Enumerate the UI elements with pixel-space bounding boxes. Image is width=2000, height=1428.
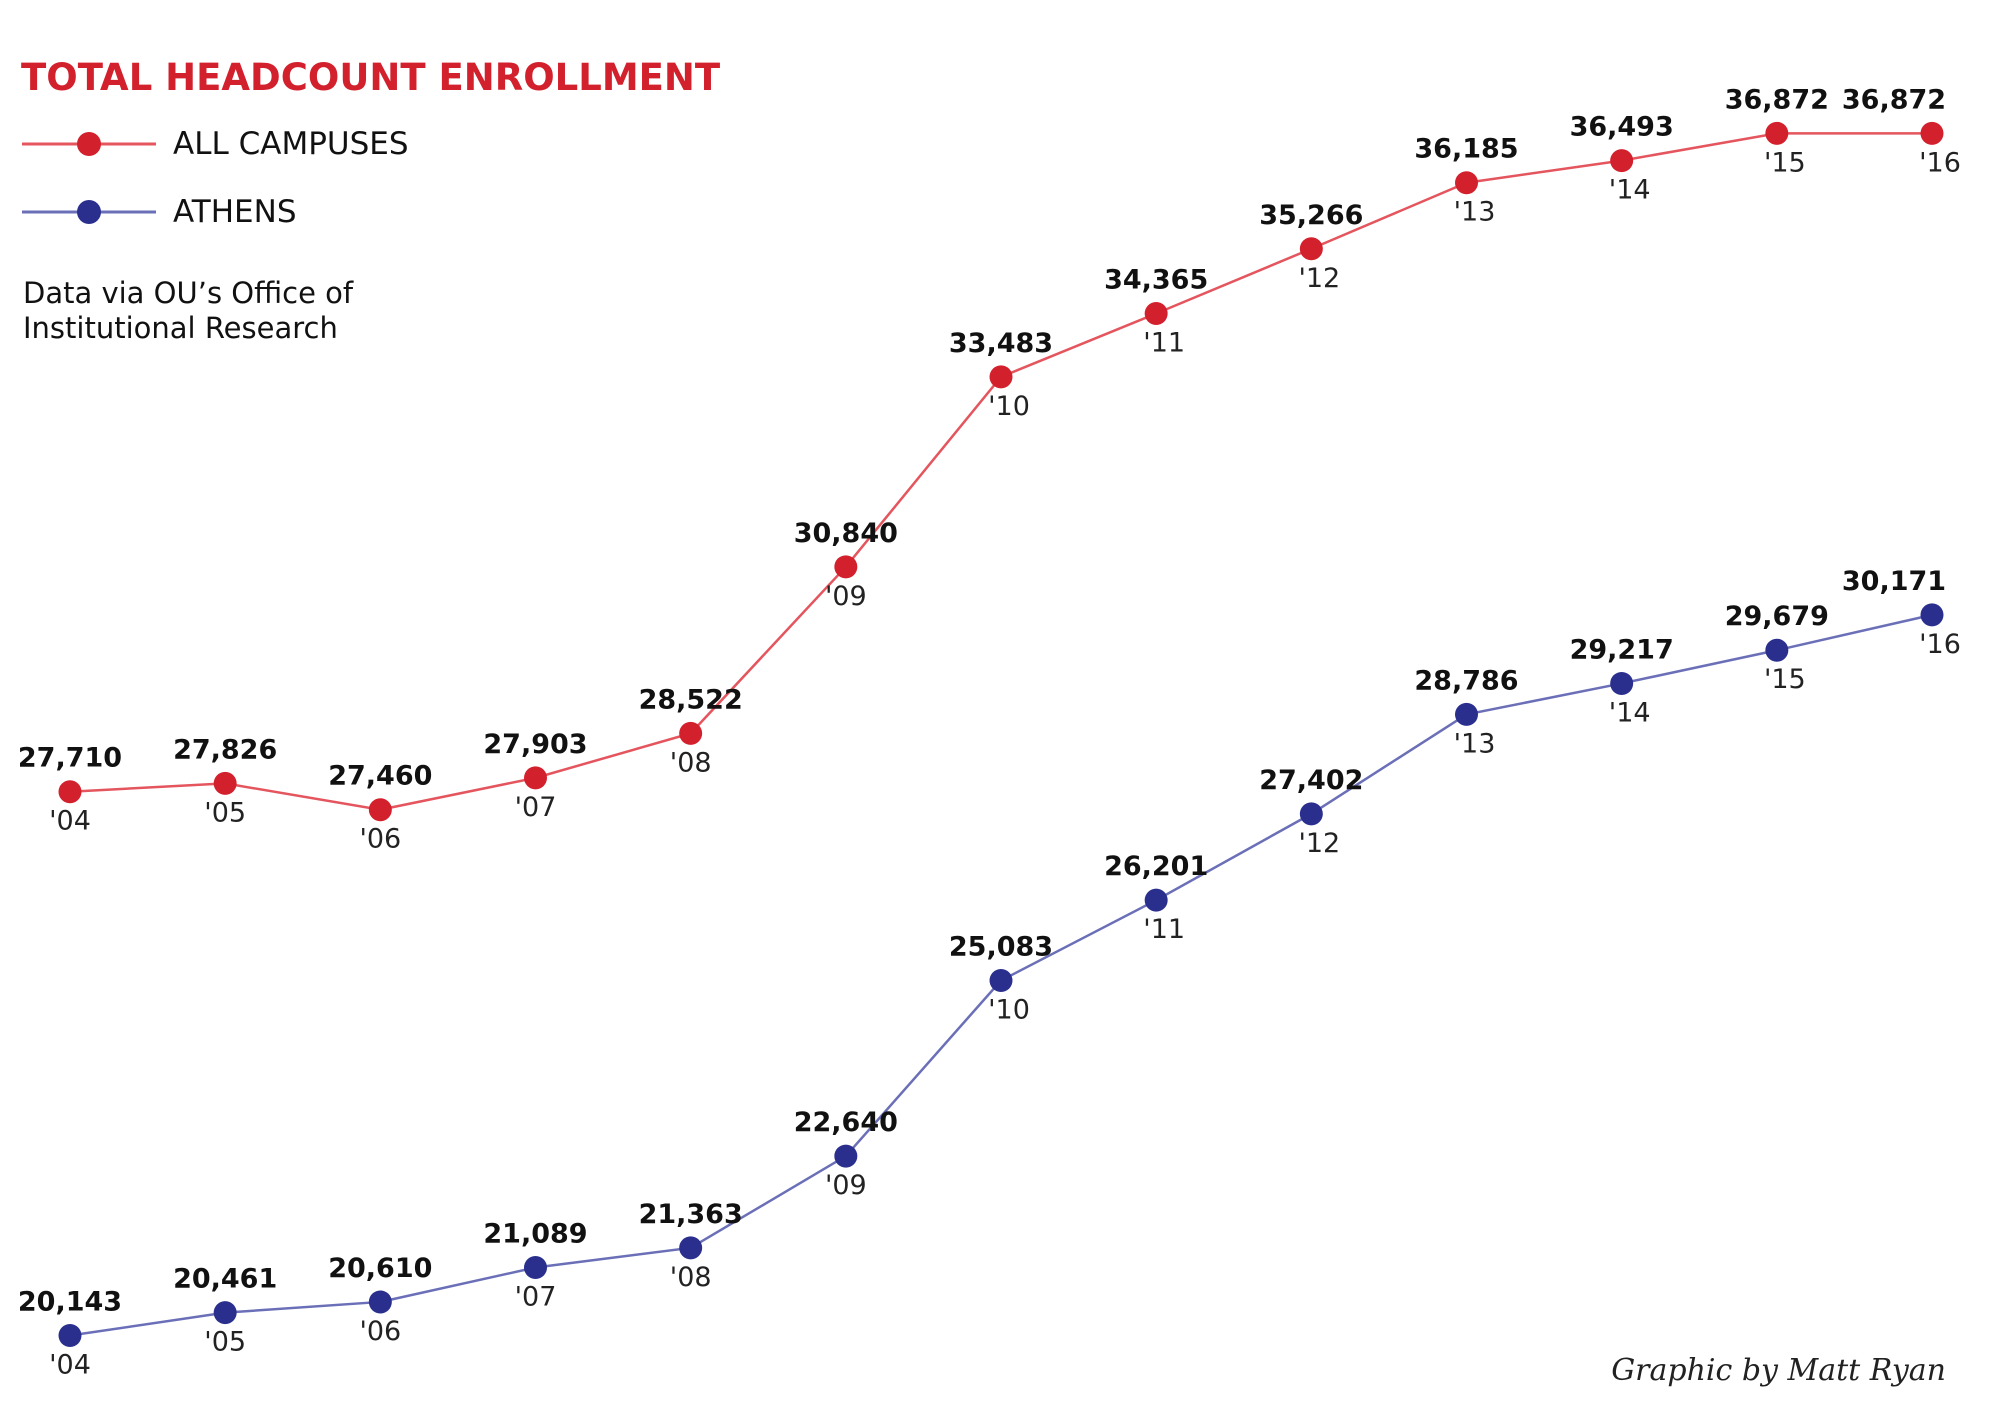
year-label: '16 (1919, 629, 1961, 660)
data-label: 35,266 (1259, 200, 1363, 231)
data-point (1299, 237, 1323, 261)
data-label: 22,640 (794, 1107, 898, 1138)
data-point (368, 798, 392, 822)
year-label: '08 (670, 747, 712, 778)
data-label: 30,840 (794, 518, 898, 549)
year-label: '15 (1764, 147, 1806, 178)
data-label: 29,217 (1570, 634, 1674, 665)
year-label: '15 (1764, 664, 1806, 695)
data-point (989, 969, 1013, 993)
data-label: 36,872 (1842, 84, 1946, 115)
data-label: 36,872 (1725, 84, 1829, 115)
year-label: '05 (204, 1327, 246, 1358)
data-point (1144, 888, 1168, 912)
year-label: '06 (359, 824, 401, 855)
data-label: 20,461 (173, 1264, 277, 1295)
legend-item-athens: ATHENS (22, 194, 297, 230)
data-point (1610, 671, 1634, 695)
year-label: '10 (988, 391, 1030, 422)
series-line-all-campuses (69, 132, 1932, 811)
data-point (679, 1236, 703, 1260)
legend-marker (77, 200, 101, 224)
data-point (368, 1290, 392, 1314)
data-label: 27,460 (328, 761, 432, 792)
year-label: '10 (988, 995, 1030, 1026)
year-label: '08 (670, 1262, 712, 1293)
data-label: 27,903 (483, 729, 587, 760)
source-note-line-1: Data via OU’s Office of (23, 276, 354, 310)
year-label: '11 (1143, 914, 1185, 945)
data-label: 30,171 (1842, 566, 1946, 597)
data-label: 27,826 (173, 734, 277, 765)
year-label: '13 (1454, 197, 1496, 228)
year-label: '09 (825, 581, 867, 612)
legend: ALL CAMPUSES ATHENS (22, 126, 409, 230)
year-label: '07 (515, 1282, 557, 1313)
year-label: '04 (49, 806, 91, 837)
year-label: '12 (1298, 828, 1340, 859)
data-point (213, 771, 237, 795)
data-point (58, 1324, 82, 1347)
data-label: 25,083 (949, 932, 1053, 963)
data-point (213, 1301, 237, 1325)
data-label: 36,493 (1570, 112, 1674, 143)
year-label: '14 (1609, 697, 1651, 728)
data-label: 29,679 (1725, 601, 1829, 632)
data-point (1920, 603, 1944, 627)
data-point (1610, 149, 1634, 173)
data-label: 34,365 (1104, 265, 1208, 296)
legend-marker (77, 132, 101, 156)
data-label: 26,201 (1104, 851, 1208, 882)
legend-label: ATHENS (173, 194, 297, 230)
data-label: 21,363 (639, 1199, 743, 1230)
data-point (1455, 702, 1478, 726)
data-label: 27,402 (1259, 765, 1363, 796)
data-point (524, 1256, 547, 1280)
year-label: '13 (1454, 728, 1496, 759)
year-label: '04 (49, 1350, 91, 1381)
data-label: 21,089 (483, 1219, 587, 1250)
data-label: 28,786 (1414, 665, 1518, 696)
data-point (58, 780, 82, 804)
data-label: 36,185 (1414, 134, 1518, 165)
data-point (1455, 171, 1478, 195)
data-point (1299, 802, 1323, 826)
year-label: '09 (825, 1170, 867, 1201)
data-label: 27,710 (18, 743, 122, 774)
data-point (834, 555, 858, 579)
credit: Graphic by Matt Ryan (1611, 1353, 1946, 1388)
data-point (1144, 302, 1168, 326)
year-label: '07 (515, 792, 557, 823)
data-point (1920, 121, 1944, 145)
year-label: '06 (359, 1316, 401, 1347)
year-label: '05 (204, 797, 246, 828)
data-point (1765, 638, 1789, 662)
chart-title: TOTAL HEADCOUNT ENROLLMENT (21, 56, 721, 99)
data-label: 28,522 (639, 684, 743, 715)
plot-area: 27,710 '04 27,826 '05 27,460 '06 27,903 '07 28,5… (18, 84, 1961, 1380)
data-point (989, 365, 1013, 389)
source-note-line-2: Institutional Research (23, 311, 338, 345)
year-label: '12 (1298, 263, 1340, 294)
data-label: 20,143 (18, 1287, 122, 1318)
data-label: 20,610 (328, 1253, 432, 1284)
data-point (679, 721, 703, 745)
year-label: '11 (1143, 328, 1185, 359)
data-point (834, 1144, 858, 1168)
legend-label: ALL CAMPUSES (173, 126, 409, 162)
data-point (1765, 121, 1789, 145)
year-label: '14 (1609, 175, 1651, 206)
data-label: 33,483 (949, 328, 1053, 359)
data-point (524, 766, 547, 790)
year-label: '16 (1919, 147, 1961, 178)
legend-item-all-campuses: ALL CAMPUSES (22, 126, 409, 162)
